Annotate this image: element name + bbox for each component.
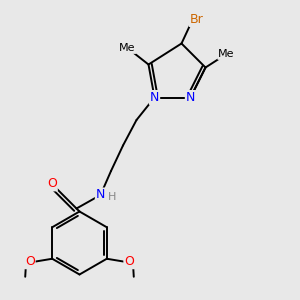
- Text: O: O: [25, 255, 35, 268]
- Text: Br: Br: [190, 13, 203, 26]
- Text: N: N: [96, 188, 105, 202]
- Text: Me: Me: [218, 49, 235, 59]
- Text: O: O: [124, 255, 134, 268]
- Text: N: N: [150, 91, 159, 104]
- Text: N: N: [186, 91, 195, 104]
- Text: O: O: [47, 177, 57, 190]
- Text: H: H: [108, 192, 116, 203]
- Text: Me: Me: [119, 43, 136, 53]
